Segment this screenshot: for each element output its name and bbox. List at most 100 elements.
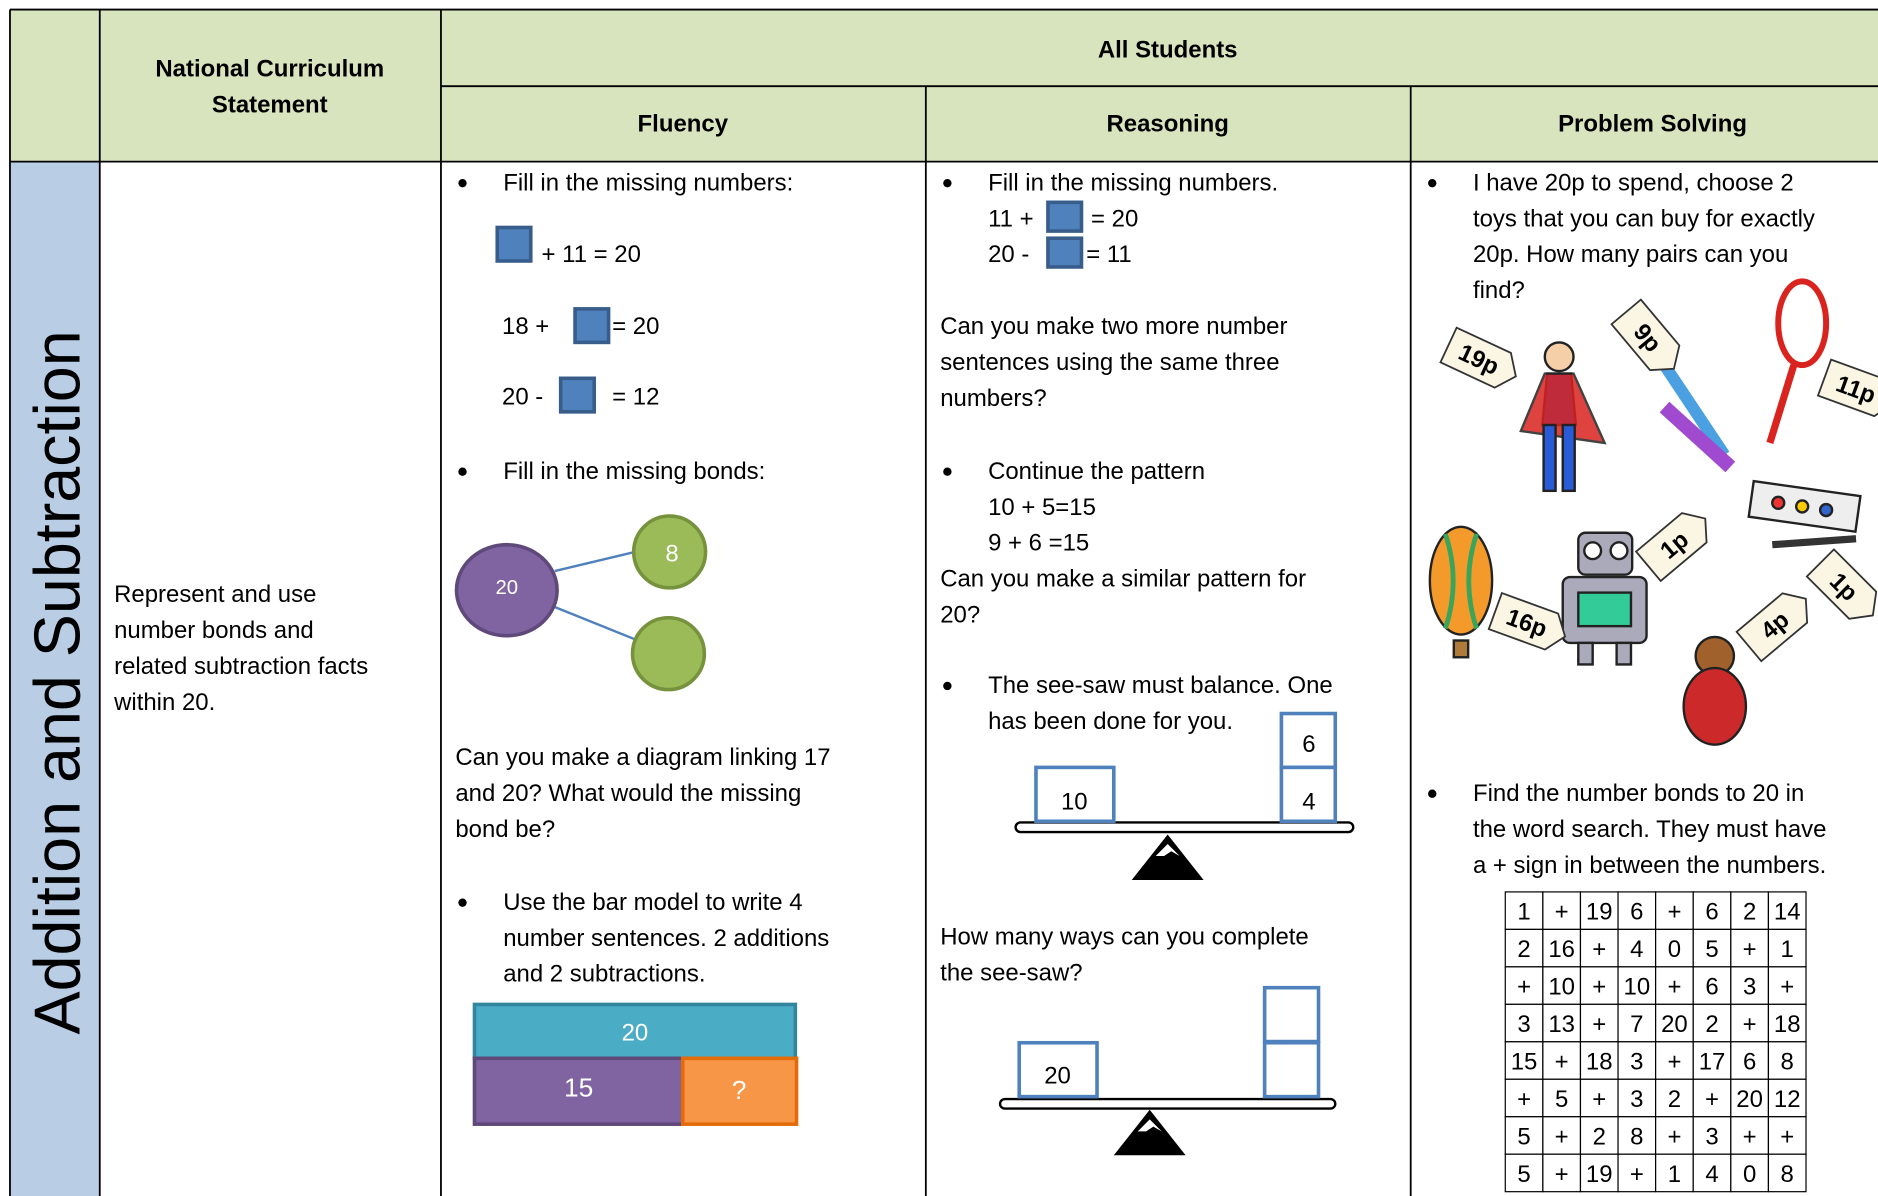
word-search-text: 10 bbox=[1548, 973, 1575, 1000]
word-search-text: 19 bbox=[1586, 1161, 1613, 1188]
bullet-text: The see-saw must balance. One bbox=[988, 672, 1333, 699]
word-search-text: 2 bbox=[1517, 936, 1530, 963]
word-search-text: 1 bbox=[1668, 1161, 1681, 1188]
word-search-text: + bbox=[1705, 1086, 1719, 1113]
word-search-text: 4 bbox=[1705, 1161, 1718, 1188]
word-search-text: + bbox=[1743, 1011, 1757, 1038]
bullet-text: 9 + 6 =15 bbox=[988, 530, 1089, 557]
word-search-text: + bbox=[1517, 1086, 1531, 1113]
word-search-text: + bbox=[1555, 1048, 1569, 1075]
price-tag: 9p bbox=[1610, 298, 1681, 372]
price-tag: 1p bbox=[1805, 548, 1878, 620]
word-search-cell bbox=[1579, 966, 1619, 1005]
word-search-text: + bbox=[1667, 1123, 1681, 1150]
word-search-text: 5 bbox=[1517, 1123, 1530, 1150]
bullet-text: has been done for you. bbox=[988, 708, 1233, 735]
header-cell: Problem Solving bbox=[1558, 111, 1747, 138]
texts: National Curriculum Statement All Students… bbox=[20, 36, 1826, 1105]
word-search-cell bbox=[1655, 928, 1694, 968]
price-tag: 19p bbox=[1439, 326, 1517, 389]
word-search-cell bbox=[1542, 1078, 1582, 1118]
bullet-text: the word search. They must have bbox=[1473, 816, 1826, 843]
word-search-cell bbox=[1617, 1153, 1657, 1193]
word-search-text: + bbox=[1592, 936, 1606, 963]
word-search-cell bbox=[1692, 1116, 1732, 1155]
tag-shape bbox=[1487, 591, 1567, 651]
word-search-text: 5 bbox=[1705, 936, 1718, 963]
word-search-cell bbox=[1542, 891, 1582, 930]
question-line: and 20? What would the missing bbox=[455, 780, 801, 807]
word-search-cell bbox=[1504, 1153, 1544, 1193]
word-search-cell bbox=[1542, 1003, 1582, 1043]
word-search-cell bbox=[1767, 966, 1807, 1005]
word-search-cell bbox=[1767, 1003, 1807, 1043]
word-search-cell bbox=[1579, 928, 1619, 968]
word-search-text: 3 bbox=[1743, 973, 1756, 1000]
word-search-text: + bbox=[1667, 1048, 1681, 1075]
word-search-cell bbox=[1730, 966, 1770, 1005]
word-search-text: 12 bbox=[1774, 1086, 1801, 1113]
word-search-text: 3 bbox=[1630, 1086, 1643, 1113]
word-search-text: + bbox=[1743, 936, 1757, 963]
word-search-cell bbox=[1767, 1041, 1807, 1080]
word-search-cell bbox=[1617, 1078, 1657, 1118]
word-search-text: 18 bbox=[1774, 1011, 1801, 1038]
word-search-cell bbox=[1617, 1116, 1657, 1155]
seesaw-number: 4 bbox=[1302, 788, 1315, 815]
word-search-text: + bbox=[1555, 1123, 1569, 1150]
word-search-text: + bbox=[1592, 1011, 1606, 1038]
word-search-cell bbox=[1730, 1153, 1770, 1193]
tag-shape bbox=[1439, 326, 1517, 389]
word-search-cell bbox=[1617, 1041, 1657, 1080]
word-search-text: + bbox=[1743, 1123, 1757, 1150]
word-search-cell bbox=[1617, 966, 1657, 1005]
word-search-text: 6 bbox=[1705, 898, 1718, 925]
equation: + 11 = 20 bbox=[542, 241, 641, 268]
word-search-text: 8 bbox=[1781, 1161, 1794, 1188]
tag-shape bbox=[1610, 298, 1681, 372]
seesaw-number: 10 bbox=[1061, 788, 1088, 815]
header-cell: All Students bbox=[1098, 36, 1238, 63]
equation: 18 + bbox=[502, 313, 549, 340]
reasoning-diagrams bbox=[998, 200, 1355, 1156]
question-line: sentences using the same three bbox=[940, 349, 1279, 376]
word-search-cell bbox=[1767, 1078, 1807, 1118]
question-line: numbers? bbox=[940, 385, 1046, 412]
topic-label: Addition and Subtraction bbox=[20, 330, 93, 1034]
word-search-text: 1 bbox=[1517, 898, 1530, 925]
bar-label: 15 bbox=[564, 1073, 593, 1103]
word-search-cell bbox=[1504, 1041, 1544, 1080]
word-search-cell bbox=[1692, 1078, 1732, 1118]
tag-shape bbox=[1735, 592, 1809, 663]
topic-bg bbox=[9, 161, 100, 1196]
word-search-cell bbox=[1542, 1041, 1582, 1080]
word-search-text: + bbox=[1555, 898, 1569, 925]
word-search-text: + bbox=[1630, 1161, 1644, 1188]
statement-line: related subtraction facts bbox=[114, 653, 368, 680]
word-search-cell bbox=[1767, 928, 1807, 968]
word-search-text: 2 bbox=[1668, 1086, 1681, 1113]
word-search-cell bbox=[1767, 1116, 1807, 1155]
word-search-cell bbox=[1542, 1153, 1582, 1193]
word-search-text: 10 bbox=[1624, 973, 1651, 1000]
header-cell: National Curriculum bbox=[155, 56, 384, 83]
word-search-text: + bbox=[1780, 1123, 1794, 1150]
bullet-text: Find the number bonds to 20 in bbox=[1473, 780, 1804, 807]
word-search-cell bbox=[1504, 966, 1544, 1005]
word-search-text: 7 bbox=[1630, 1011, 1643, 1038]
equation: = 20 bbox=[612, 313, 659, 340]
bullet-text: and 2 subtractions. bbox=[503, 961, 705, 988]
word-search-text: 0 bbox=[1668, 936, 1681, 963]
word-search-cell bbox=[1617, 928, 1657, 968]
word-search-cell bbox=[1579, 1041, 1619, 1080]
word-search: 1 +19 6 +6 2 142 16 +4 0 5 +1+ 10 +10 +6 3 +3 13 +7 20 2 +18… bbox=[1504, 891, 1807, 1193]
header-cell: Statement bbox=[212, 92, 328, 119]
toy-pictures bbox=[1428, 278, 1862, 746]
tag-shape bbox=[1805, 548, 1878, 620]
word-search-text: 16 bbox=[1548, 936, 1575, 963]
question-line: Can you make a similar pattern for bbox=[940, 566, 1306, 593]
question-line: Can you make two more number bbox=[940, 313, 1287, 340]
word-search-text: + bbox=[1555, 1161, 1569, 1188]
